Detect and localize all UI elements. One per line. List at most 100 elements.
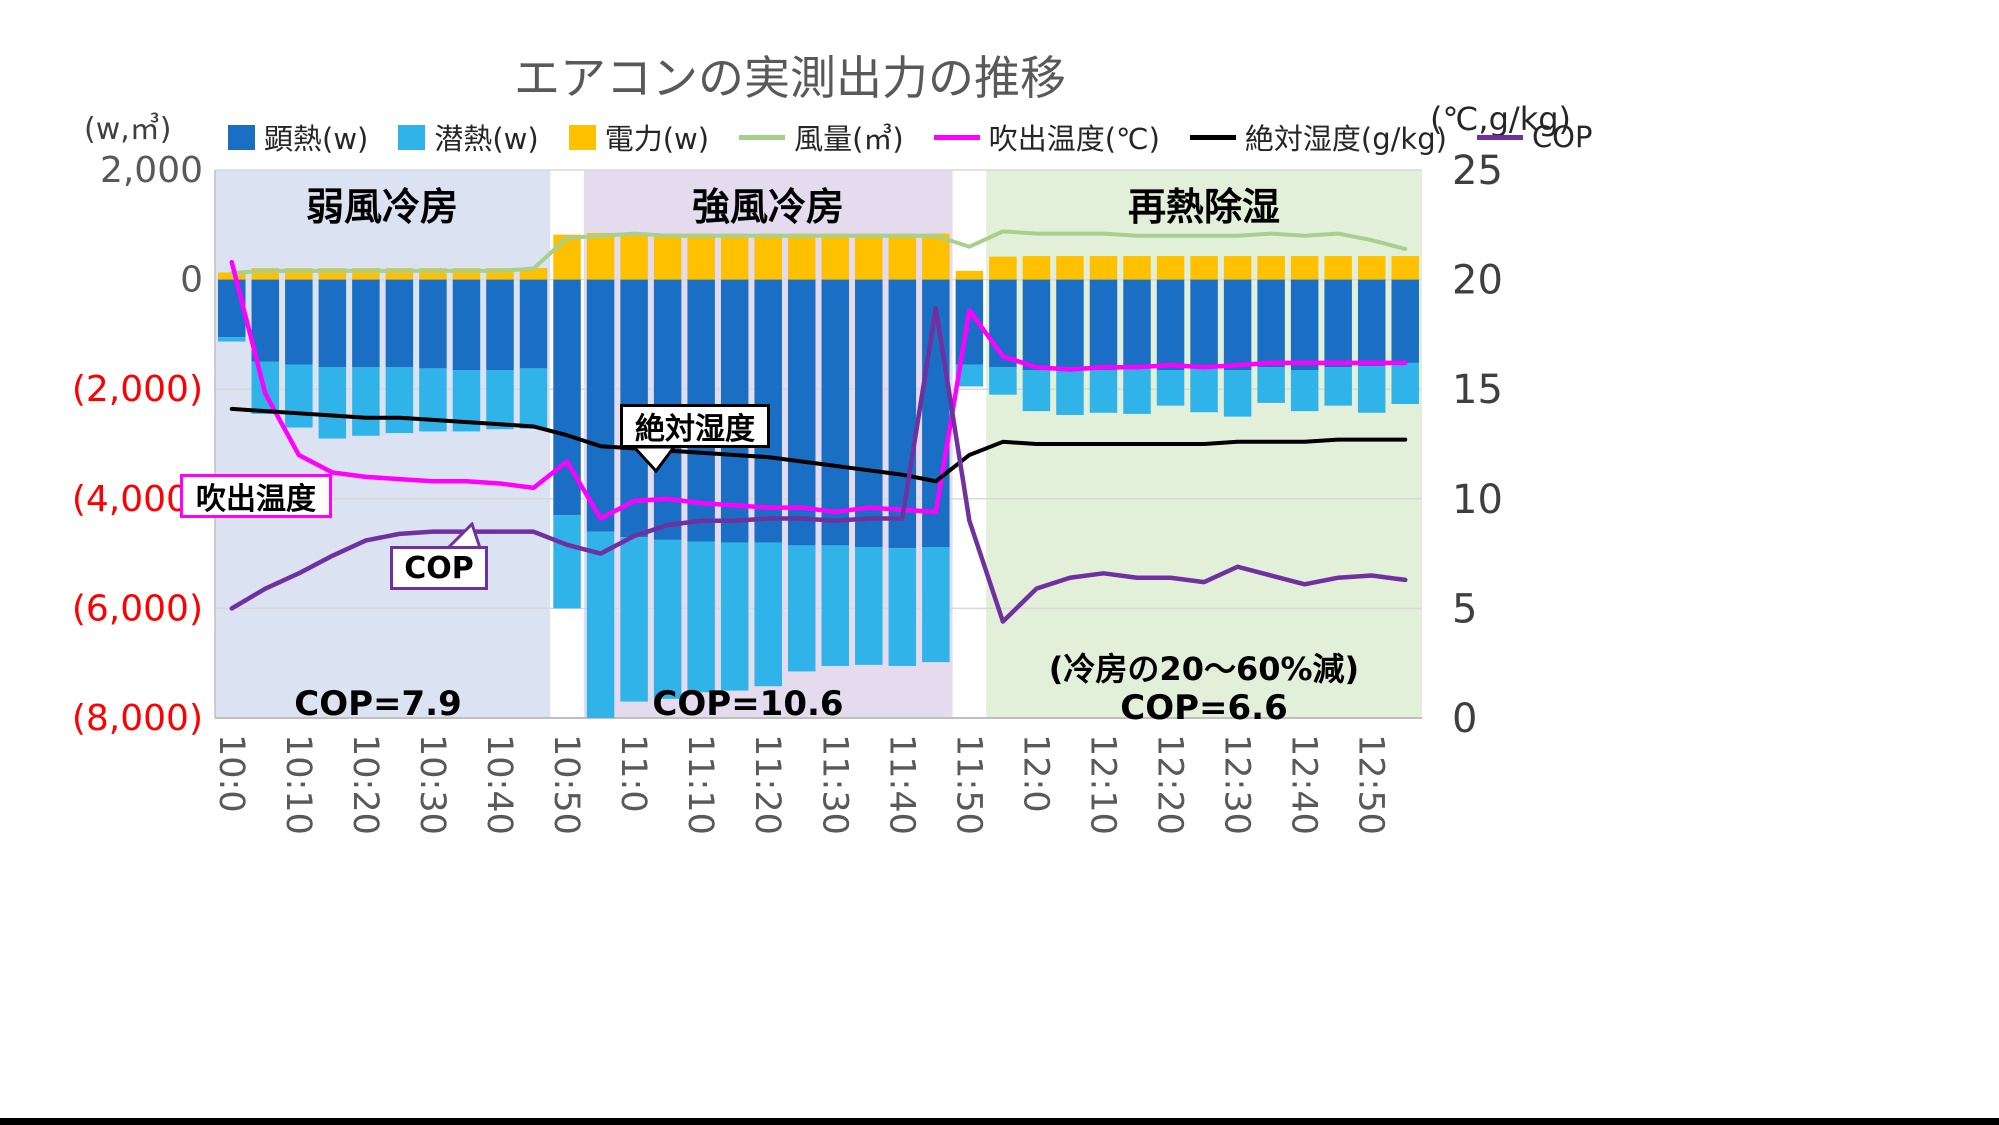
x-axis-tick-label: 11:10 [680,734,720,835]
right-axis-tick-label: 0 [1452,696,1477,742]
left-axis-tick-label: 0 [180,260,203,301]
legend-label: 潜熱(w) [434,122,539,156]
outlet-temp-callout: 吹出温度 [180,474,332,518]
bar-power [1391,256,1419,280]
outlet-temp-line-swatch-icon [933,134,980,140]
bar-sensible-heat [352,279,380,368]
bar-latent-heat [787,545,816,672]
bar-sensible-heat [318,279,347,368]
bar-latent-heat [1190,368,1218,413]
x-axis-tick-label: 12:10 [1082,734,1122,835]
bar-latent-heat [1156,370,1185,406]
cop-note-region3: COP=6.6 [1120,688,1288,728]
bar-latent-heat [1123,367,1151,414]
bar-sensible-heat [1056,279,1084,369]
bar-power [653,233,682,280]
bar-latent-heat [955,364,984,387]
bar-sensible-heat [1089,279,1118,371]
x-axis-tick-label: 10:40 [479,734,519,835]
region-label-strong-cooling: 強風冷房 [691,185,845,229]
cop-line [229,305,1408,624]
cop-note-region1: COP=7.9 [294,684,462,724]
left-axis-unit: (w,㎥) [84,112,172,147]
bar-sensible-heat [285,279,313,365]
legend: 顕熱(w) 潜熱(w) 電力(w) 風量(㎥) 吹出温度(℃) 絶対湿度(g/k… [228,116,1593,158]
legend-item-outlet-temp: 吹出温度(℃) [933,116,1160,158]
cop-callout: COP [390,546,488,590]
airflow-line [229,229,1408,276]
bar-sensible-heat [1257,279,1285,368]
bar-power [1324,256,1352,280]
bar-power [922,233,950,280]
x-axis-tick-label: 11:30 [814,734,854,835]
bar-power [955,270,984,280]
bar-power [787,233,816,280]
x-axis-tick-label: 10:0 [211,734,251,813]
bar-latent-heat [318,367,347,439]
bar-power [720,233,749,280]
x-axis-tick-label: 12:0 [1015,734,1055,813]
bar-latent-heat [1290,370,1319,412]
bar-power [1156,256,1185,280]
legend-label: 絶対湿度(g/kg) [1244,122,1447,156]
bar-power [318,268,347,280]
bar-sensible-heat [1190,279,1218,369]
bar-sensible-heat [1290,279,1319,371]
bar-latent-heat [687,541,715,693]
legend-label: 電力(w) [604,122,710,156]
bar-power [1290,256,1319,280]
bar-latent-heat [653,539,682,699]
x-axis-tick-label: 11:0 [613,734,653,813]
bar-power [754,233,782,280]
bar-sensible-heat [1022,279,1051,371]
bar-latent-heat [218,337,246,342]
bar-sensible-heat [385,279,414,368]
bar-sensible-heat [452,279,481,371]
legend-item-airflow: 風量(㎥) [739,116,904,158]
bar-power [687,233,715,280]
reduction-note-region3: (冷房の20〜60%減) [1048,650,1360,688]
right-axis-tick-label: 5 [1452,586,1477,632]
x-axis-tick-label: 11:20 [747,734,787,835]
bar-sensible-heat [586,279,615,532]
bar-sensible-heat [419,279,447,369]
abs-humidity-line-swatch-icon [1189,134,1236,140]
bar-latent-heat [352,367,380,436]
legend-label: COP [1531,120,1593,154]
bar-sensible-heat [251,279,280,362]
x-axis-tick-label: 10:30 [412,734,452,835]
bar-sensible-heat [519,279,548,369]
legend-label: 風量(㎥) [794,122,904,156]
region-label-reheat-dehumidify: 再熱除湿 [1127,185,1281,229]
left-axis-tick-label: (6,000) [72,588,203,629]
x-axis-tick-label: 12:40 [1284,734,1324,835]
bar-latent-heat [888,548,917,666]
x-axis-tick-label: 11:50 [948,734,988,835]
legend-label: 顕熱(w) [264,122,369,156]
bar-power [1257,256,1285,280]
bar-power [486,268,514,280]
bar-sensible-heat [855,279,883,548]
bar-latent-heat [720,542,749,691]
bar-power [989,256,1017,280]
right-axis-tick-label: 20 [1452,258,1503,304]
humidity-callout: 絶対湿度 [620,404,770,448]
bar-latent-heat [1391,362,1419,404]
bar-latent-heat [385,367,414,434]
left-axis-tick-label: 2,000 [100,150,203,191]
bar-sensible-heat [1391,279,1419,363]
bar-power [888,233,917,280]
bar-latent-heat [1022,370,1051,412]
bar-power [285,268,313,280]
bar-latent-heat [1056,368,1084,415]
bar-power [553,234,581,280]
bar-power [1123,256,1151,280]
right-axis-tick-label: 25 [1452,148,1503,194]
bar-power [1357,256,1386,280]
x-axis-tick-label: 10:50 [546,734,586,835]
bar-latent-heat [1324,367,1352,406]
bar-latent-heat [922,547,950,663]
chart-title: エアコンの実測出力の推移 [514,51,1066,105]
